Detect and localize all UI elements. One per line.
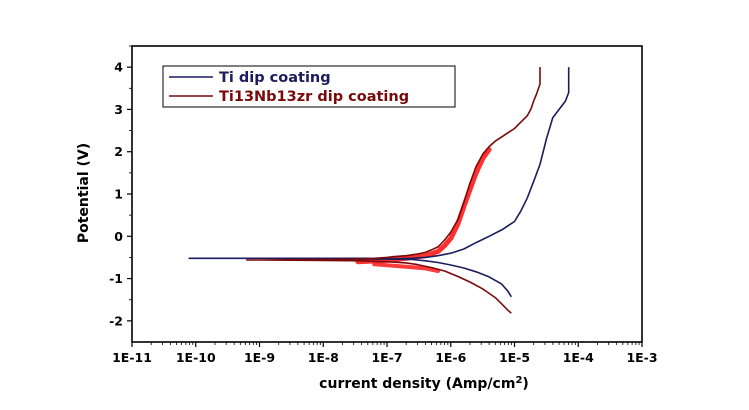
x-axis-title-sup: 2 xyxy=(515,375,522,386)
x-axis-title-close: ) xyxy=(522,376,528,392)
y-tick-label: 3 xyxy=(114,102,123,117)
x-tick-label: 1E-7 xyxy=(371,350,402,365)
y-tick-label: 4 xyxy=(114,60,123,75)
noise-band-cathodic xyxy=(372,262,440,273)
x-tick-label: 1E-6 xyxy=(435,350,466,365)
x-tick-label: 1E-9 xyxy=(244,350,275,365)
y-axis-ticks: -2 -1 0 1 2 3 4 xyxy=(109,45,132,328)
x-tick-label: 1E-11 xyxy=(112,350,152,365)
series-lines xyxy=(188,67,570,314)
x-tick-label: 1E-5 xyxy=(499,350,530,365)
legend-label-ti: Ti dip coating xyxy=(219,70,331,86)
x-tick-label: 1E-8 xyxy=(308,350,339,365)
x-tick-label: 1E-3 xyxy=(626,350,657,365)
x-axis-title-main: current density (Amp/cm xyxy=(319,376,515,392)
x-tick-label: 1E-10 xyxy=(176,350,216,365)
y-axis-title: Potential (V) xyxy=(76,143,92,243)
y-tick-label: -1 xyxy=(109,271,123,286)
y-tick-label: -2 xyxy=(109,313,123,328)
noise-band-anodic xyxy=(355,147,492,265)
x-axis-ticks: 1E-11 1E-10 1E-9 1E-8 1E-7 1E-6 1E-5 1E-4 1E-3 xyxy=(112,342,658,365)
x-axis-title: current density (Amp/cm2) xyxy=(319,375,529,393)
x-tick-label: 1E-4 xyxy=(563,350,594,365)
series-line-ti13nb13zr xyxy=(245,67,541,314)
y-tick-label: 0 xyxy=(114,229,123,244)
legend-label-ti13nb13zr: Ti13Nb13zr dip coating xyxy=(219,89,409,105)
series-line-ti xyxy=(188,67,570,298)
y-tick-label: 2 xyxy=(114,144,123,159)
y-tick-label: 1 xyxy=(114,187,123,202)
legend: Ti dip coating Ti13Nb13zr dip coating xyxy=(162,65,456,108)
legend-box xyxy=(162,65,456,108)
